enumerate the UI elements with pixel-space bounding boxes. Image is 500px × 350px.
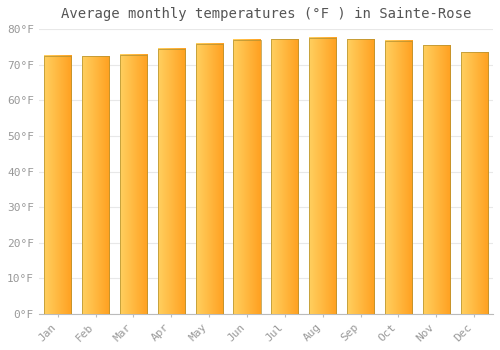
Bar — [234, 40, 260, 314]
Bar — [120, 55, 147, 314]
Bar — [422, 46, 450, 314]
Bar — [385, 41, 412, 314]
Bar — [82, 56, 109, 314]
Bar — [271, 39, 298, 314]
Bar — [460, 52, 488, 314]
Bar — [196, 44, 223, 314]
Bar — [460, 52, 488, 314]
Bar — [385, 41, 412, 314]
Bar — [196, 44, 223, 314]
Bar — [422, 46, 450, 314]
Bar — [82, 56, 109, 314]
Bar — [120, 55, 147, 314]
Bar — [271, 39, 298, 314]
Bar — [158, 49, 185, 314]
Title: Average monthly temperatures (°F ) in Sainte-Rose: Average monthly temperatures (°F ) in Sa… — [60, 7, 471, 21]
Bar — [309, 38, 336, 314]
Bar — [44, 56, 72, 314]
Bar — [347, 39, 374, 314]
Bar — [234, 40, 260, 314]
Bar — [158, 49, 185, 314]
Bar — [347, 39, 374, 314]
Bar — [44, 56, 72, 314]
Bar — [309, 38, 336, 314]
